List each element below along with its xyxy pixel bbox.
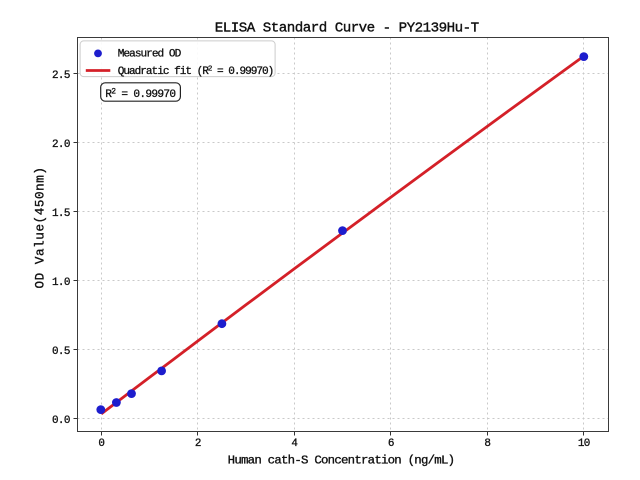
svg-text:Human cath-S Concentration (ng: Human cath-S Concentration (ng/mL) [228,454,455,468]
svg-text:4: 4 [291,438,297,450]
svg-text:1.5: 1.5 [52,208,70,220]
svg-text:Quadratic fit (R2 = 0.99970): Quadratic fit (R2 = 0.99970) [118,66,273,78]
svg-text:R2 = 0.99970: R2 = 0.99970 [105,88,176,102]
svg-text:8: 8 [484,438,490,450]
svg-text:2.5: 2.5 [52,70,70,82]
svg-text:1.0: 1.0 [52,277,70,289]
svg-text:OD Value(450nm): OD Value(450nm) [34,167,48,289]
svg-text:2.0: 2.0 [52,139,70,151]
svg-text:Measured OD: Measured OD [118,49,182,61]
svg-text:ELISA Standard Curve - PY2139H: ELISA Standard Curve - PY2139Hu-T [215,21,479,37]
svg-text:0.0: 0.0 [52,415,70,427]
svg-text:10: 10 [578,438,590,450]
svg-text:6: 6 [388,438,394,450]
svg-text:0.5: 0.5 [52,346,70,358]
svg-text:2: 2 [195,438,201,450]
svg-text:0: 0 [98,438,104,450]
